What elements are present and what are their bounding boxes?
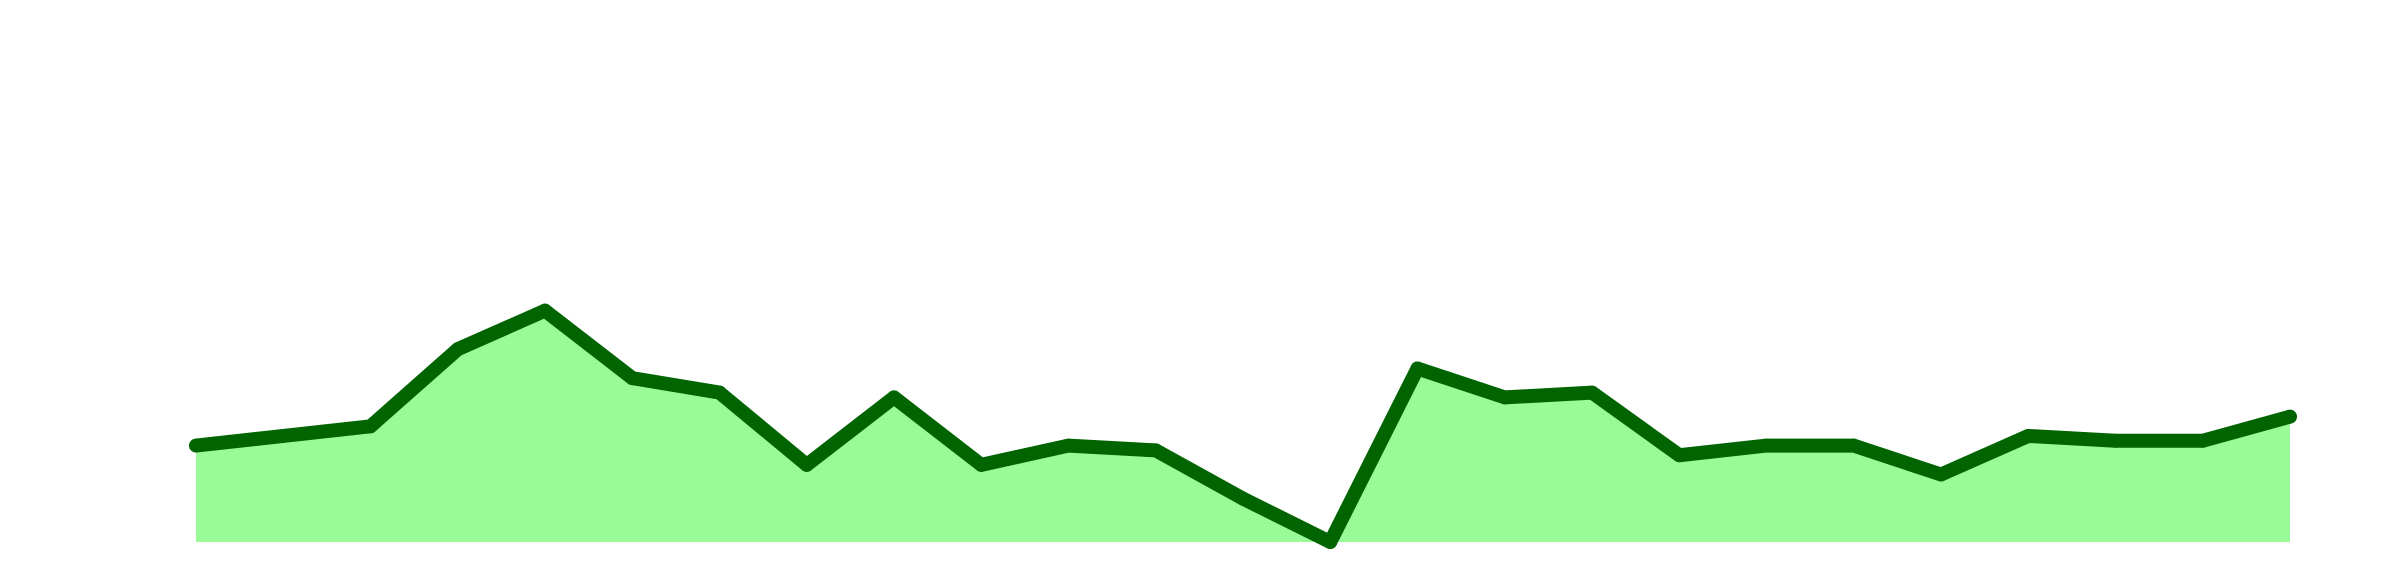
data-point-15 [1410,361,1425,376]
data-point-11 [1061,438,1076,453]
data-point-6 [625,371,640,386]
data-point-18 [1672,448,1687,463]
data-point-4 [450,342,465,357]
data-point-14 [1323,535,1338,549]
data-point-2 [276,428,291,443]
data-point-5 [538,303,552,318]
data-point-10 [974,457,989,472]
data-point-7 [712,385,727,400]
data-point-9 [887,390,901,405]
data-point-16 [1497,390,1512,405]
data-point-12 [1148,443,1163,458]
data-point-13 [1236,491,1250,506]
area-fill-layer [196,310,2290,542]
data-point-21 [1934,467,1948,482]
data-point-24 [2195,433,2210,448]
data-point-22 [2021,428,2036,443]
data-point-23 [2108,433,2123,448]
data-point-17 [1585,385,1599,400]
data-point-8 [799,457,814,472]
data-point-25 [2283,409,2297,424]
area-fill [196,310,2290,542]
data-point-3 [363,419,378,434]
data-point-1 [189,438,203,453]
series-line-layer [189,303,2297,549]
data-point-20 [1846,438,1861,453]
data-point-19 [1759,438,1774,453]
